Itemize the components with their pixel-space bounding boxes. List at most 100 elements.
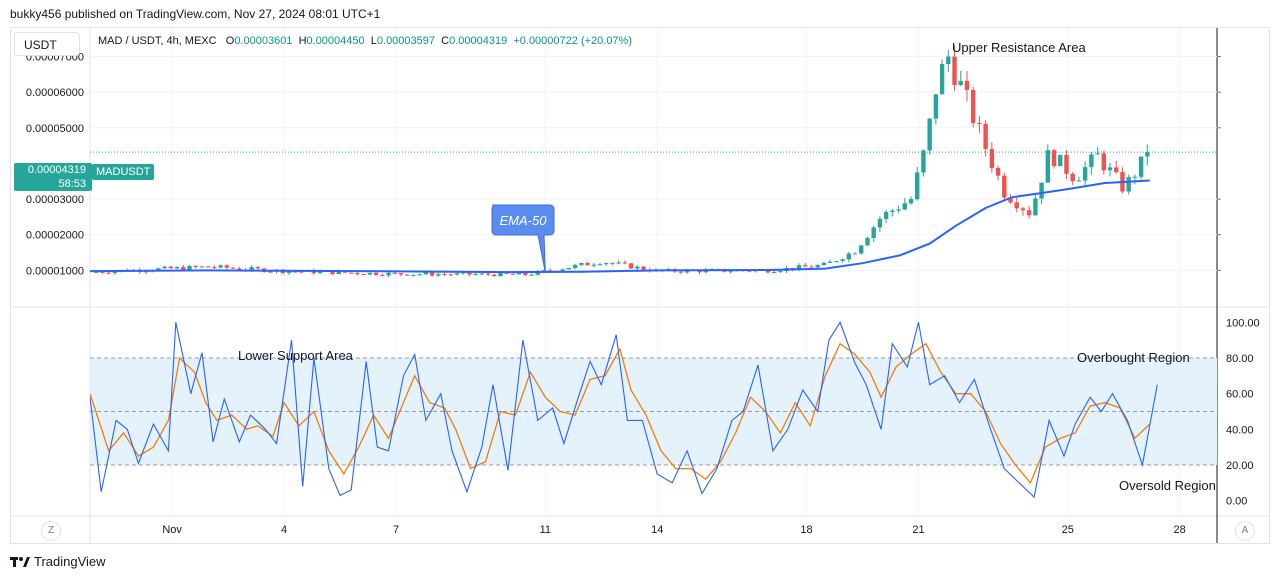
candle-body (678, 271, 684, 273)
candle-body (268, 271, 273, 273)
candle-body (299, 271, 304, 273)
candle-body (367, 272, 373, 275)
candle-body (921, 150, 926, 173)
candle-body (877, 218, 883, 228)
candle-body (423, 272, 429, 275)
currency-selector[interactable]: USDT (14, 32, 80, 56)
time-tick-label: 21 (912, 524, 924, 536)
candle-body (1101, 153, 1107, 171)
open-value: 0.00003601 (234, 35, 293, 47)
candle-body (616, 262, 621, 264)
candle-body (1076, 180, 1082, 182)
candle-body (199, 266, 205, 268)
candle-body (1114, 167, 1119, 173)
candle-body (1095, 153, 1100, 155)
candle-body (429, 272, 435, 276)
candle-body (641, 266, 646, 270)
candle-body (548, 270, 553, 272)
candle-body (1002, 175, 1007, 198)
candle-body (1082, 167, 1088, 181)
oscillator-tick-label: 20.00 (1226, 460, 1254, 472)
candle-body (865, 237, 870, 246)
time-tick-label: 25 (1062, 524, 1074, 536)
chart-frame (10, 27, 1270, 544)
candle-body (498, 272, 503, 277)
candle-body (908, 199, 914, 204)
candle-body (1020, 208, 1026, 211)
candle-body (628, 263, 634, 269)
symbol-tag: MADUSDT (92, 164, 155, 180)
candle-body (995, 167, 1001, 176)
candle-body (983, 123, 988, 150)
candle-body (417, 274, 422, 276)
ema-callout-label: EMA-50 (500, 213, 548, 228)
candle-body (883, 212, 889, 219)
candle-body (939, 64, 945, 95)
candle-body (516, 272, 522, 275)
candle-body (224, 265, 230, 268)
candle-body (205, 266, 211, 268)
oscillator-slow-line (90, 342, 1151, 485)
time-tick-label: Nov (162, 524, 182, 536)
ema-callout-bubble (491, 204, 555, 273)
close-value: 0.00004319 (449, 35, 508, 47)
candle-body (156, 268, 161, 271)
candle-body (112, 271, 118, 274)
price-tick-label: 0.00005000 (26, 123, 84, 135)
candle-body (212, 267, 217, 269)
candle-body (510, 273, 516, 275)
candle-body (915, 172, 920, 200)
candle-body (168, 266, 174, 269)
candle-body (871, 227, 876, 238)
candle-body (392, 272, 397, 274)
candle-body (927, 118, 932, 151)
symbol-legend: MAD / USDT, 4h, MEXC O0.00003601 H0.0000… (98, 35, 632, 47)
candle-body (1045, 150, 1051, 183)
candle-body (852, 253, 858, 255)
candle-body (373, 272, 379, 275)
candle-body (187, 265, 192, 270)
upper-resistance-label: Upper Resistance Area (952, 40, 1086, 55)
candle-body (293, 271, 298, 273)
candle-body (143, 271, 149, 273)
candle-body (977, 123, 982, 125)
candle-body (467, 272, 472, 275)
candle-body (436, 274, 441, 276)
published-byline: bukky456 published on TradingView.com, N… (10, 7, 381, 21)
candle-body (492, 274, 497, 277)
candle-body (896, 209, 901, 211)
candle-body (604, 263, 609, 265)
symbol-name: MAD / USDT, 4h, MEXC (98, 35, 217, 47)
auto-scale-button[interactable]: A (1235, 521, 1255, 541)
candle-body (840, 259, 845, 262)
candle-body (411, 274, 416, 276)
oscillator-tick-label: 0.00 (1226, 496, 1247, 508)
candle-body (193, 265, 198, 267)
low-value: 0.00003597 (376, 35, 436, 47)
candle-body (964, 80, 970, 90)
candle-body (523, 272, 528, 276)
candle-body (859, 245, 864, 254)
close-label: C (441, 35, 450, 47)
candle-body (1145, 152, 1150, 157)
candle-body (1051, 150, 1057, 167)
oscillator-fast-line (90, 321, 1158, 499)
candle-body (1014, 202, 1019, 209)
candle-body (572, 264, 578, 268)
candle-body (1064, 154, 1069, 174)
time-tick-label: 4 (281, 524, 287, 536)
overbought-label: Overbought Region (1077, 350, 1190, 365)
candle-body (529, 274, 534, 276)
candle-body (94, 271, 99, 273)
price-tick-label: 0.00002000 (26, 230, 84, 242)
candle-body (765, 269, 771, 273)
candle-body (989, 149, 995, 168)
candle-body (355, 272, 360, 275)
candle-body (1058, 154, 1063, 167)
zoom-button[interactable]: Z (41, 521, 61, 541)
candle-body (230, 267, 236, 269)
candle-body (1033, 198, 1038, 216)
open-label: O (225, 35, 235, 47)
candle-body (591, 264, 596, 266)
